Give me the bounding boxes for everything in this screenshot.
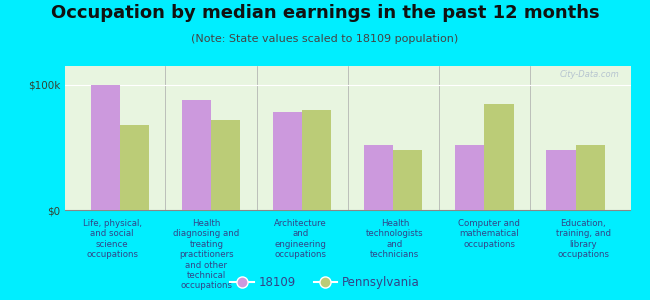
Bar bbox=[393, 150, 422, 210]
Bar bbox=[120, 125, 149, 210]
Legend: 18109, Pennsylvania: 18109, Pennsylvania bbox=[226, 272, 424, 294]
Bar bbox=[91, 85, 120, 210]
Text: Health
diagnosing and
treating
practitioners
and other
technical
occupations: Health diagnosing and treating practitio… bbox=[174, 219, 239, 290]
Bar bbox=[302, 110, 332, 210]
Bar bbox=[547, 150, 576, 210]
Text: Life, physical,
and social
science
occupations: Life, physical, and social science occup… bbox=[83, 219, 142, 259]
Text: Health
technologists
and
technicians: Health technologists and technicians bbox=[366, 219, 424, 259]
Text: (Note: State values scaled to 18109 population): (Note: State values scaled to 18109 popu… bbox=[191, 34, 459, 44]
Text: City-Data.com: City-Data.com bbox=[560, 70, 619, 79]
Text: Computer and
mathematical
occupations: Computer and mathematical occupations bbox=[458, 219, 520, 249]
Bar bbox=[182, 100, 211, 210]
Bar bbox=[364, 145, 393, 210]
Bar bbox=[273, 112, 302, 210]
Bar bbox=[211, 120, 240, 210]
Bar bbox=[576, 145, 604, 210]
Text: Architecture
and
engineering
occupations: Architecture and engineering occupations bbox=[274, 219, 327, 259]
Text: Occupation by median earnings in the past 12 months: Occupation by median earnings in the pas… bbox=[51, 4, 599, 22]
Bar bbox=[484, 103, 514, 210]
Bar bbox=[455, 145, 484, 210]
Text: Education,
training, and
library
occupations: Education, training, and library occupat… bbox=[556, 219, 611, 259]
